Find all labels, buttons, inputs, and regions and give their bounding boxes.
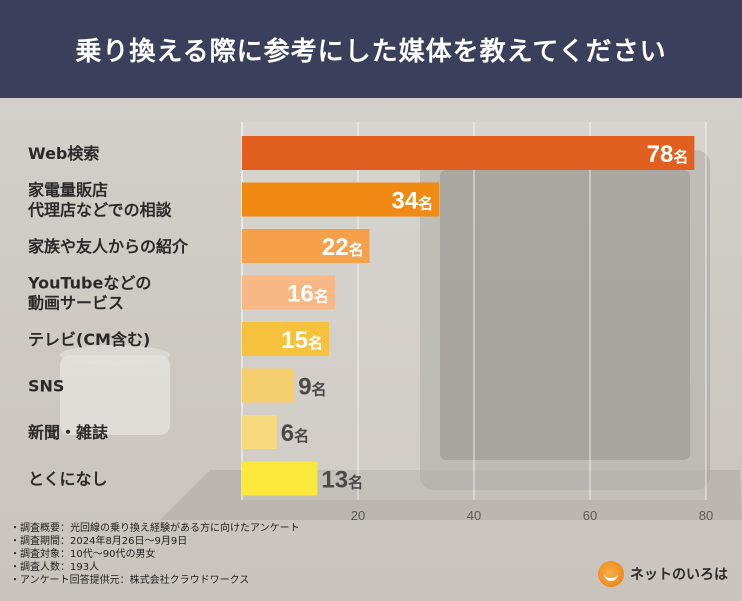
category-label-line: 家族や友人からの紹介 <box>28 237 189 256</box>
category-label: YouTubeなどの動画サービス <box>27 274 151 313</box>
x-tick-label: 80 <box>699 508 713 523</box>
value-suffix: 名 <box>673 148 688 166</box>
value-label: 6名 <box>281 420 309 447</box>
bar <box>242 368 295 403</box>
survey-note-line: ・調査人数：193人 <box>10 562 100 573</box>
bar <box>242 322 329 356</box>
x-tick-label: 20 <box>351 508 365 523</box>
category-label-line: 動画サービス <box>28 294 124 313</box>
survey-note-line: ・調査期間：2024年8月26日～9月9日 <box>10 536 188 547</box>
value-label: 13名 <box>321 467 363 494</box>
category-label: 家電量販店代理店などでの相談 <box>27 181 173 220</box>
value-suffix: 名 <box>348 474 363 492</box>
value-number: 9 <box>298 374 311 401</box>
value-number: 6 <box>281 420 294 447</box>
category-label: とくになし <box>28 470 108 489</box>
category-label-line: 家電量販店 <box>28 181 108 200</box>
category-label-line: 代理店などでの相談 <box>27 201 173 220</box>
category-label-line: テレビ(CM含む) <box>28 330 150 349</box>
category-label-line: YouTubeなどの <box>27 274 151 293</box>
category-label: SNS <box>28 377 64 396</box>
category-label-line: Web検索 <box>28 144 99 163</box>
value-suffix: 名 <box>308 334 323 352</box>
bar <box>242 415 277 449</box>
value-label: 78名 <box>647 141 689 168</box>
brand-logo: ネットのいろは <box>598 559 728 589</box>
value-suffix: 名 <box>418 195 433 213</box>
category-label-line: SNS <box>28 377 64 396</box>
smile-logo-icon <box>598 561 624 587</box>
category-label-line: 新聞・雑誌 <box>28 423 108 442</box>
category-label: Web検索 <box>28 144 99 163</box>
value-number: 22 <box>322 234 349 261</box>
x-tick-label: 40 <box>467 508 481 523</box>
value-number: 78 <box>647 141 674 168</box>
category-label: 家族や友人からの紹介 <box>28 237 189 256</box>
category-label: テレビ(CM含む) <box>28 330 150 349</box>
bar <box>242 229 370 263</box>
value-label: 9名 <box>298 374 326 401</box>
survey-note-line: ・調査対象：10代～90代の男女 <box>10 549 156 560</box>
bar <box>242 461 318 496</box>
category-label-line: とくになし <box>28 470 108 489</box>
bar <box>242 136 695 170</box>
x-tick-label: 60 <box>583 508 597 523</box>
value-number: 15 <box>281 327 308 354</box>
value-suffix: 名 <box>349 241 364 259</box>
value-suffix: 名 <box>314 288 329 306</box>
bar <box>242 182 440 217</box>
chart-title: 乗り換える際に参考にした媒体を教えてください <box>75 36 667 67</box>
value-suffix: 名 <box>294 427 309 445</box>
value-label: 22名 <box>322 234 364 261</box>
bar <box>242 275 335 310</box>
value-label: 34名 <box>391 188 433 215</box>
value-label: 15名 <box>281 327 323 354</box>
category-label: 新聞・雑誌 <box>28 423 108 442</box>
survey-notes: ・調査概要：光回線の乗り換え経験がある方に向けたアンケート ・調査期間：2024年… <box>10 522 470 587</box>
value-label: 16名 <box>287 281 329 308</box>
value-number: 16 <box>287 281 314 308</box>
value-number: 13 <box>321 467 348 494</box>
title-bar: 乗り換える際に参考にした媒体を教えてください <box>0 0 742 98</box>
brand-name: ネットのいろは <box>630 567 728 583</box>
value-number: 34 <box>391 188 418 215</box>
survey-note-line: ・アンケート回答提供元：株式会社クラウドワークス <box>10 575 250 586</box>
survey-note-line: ・調査概要：光回線の乗り換え経験がある方に向けたアンケート <box>10 523 300 534</box>
value-suffix: 名 <box>312 381 327 399</box>
